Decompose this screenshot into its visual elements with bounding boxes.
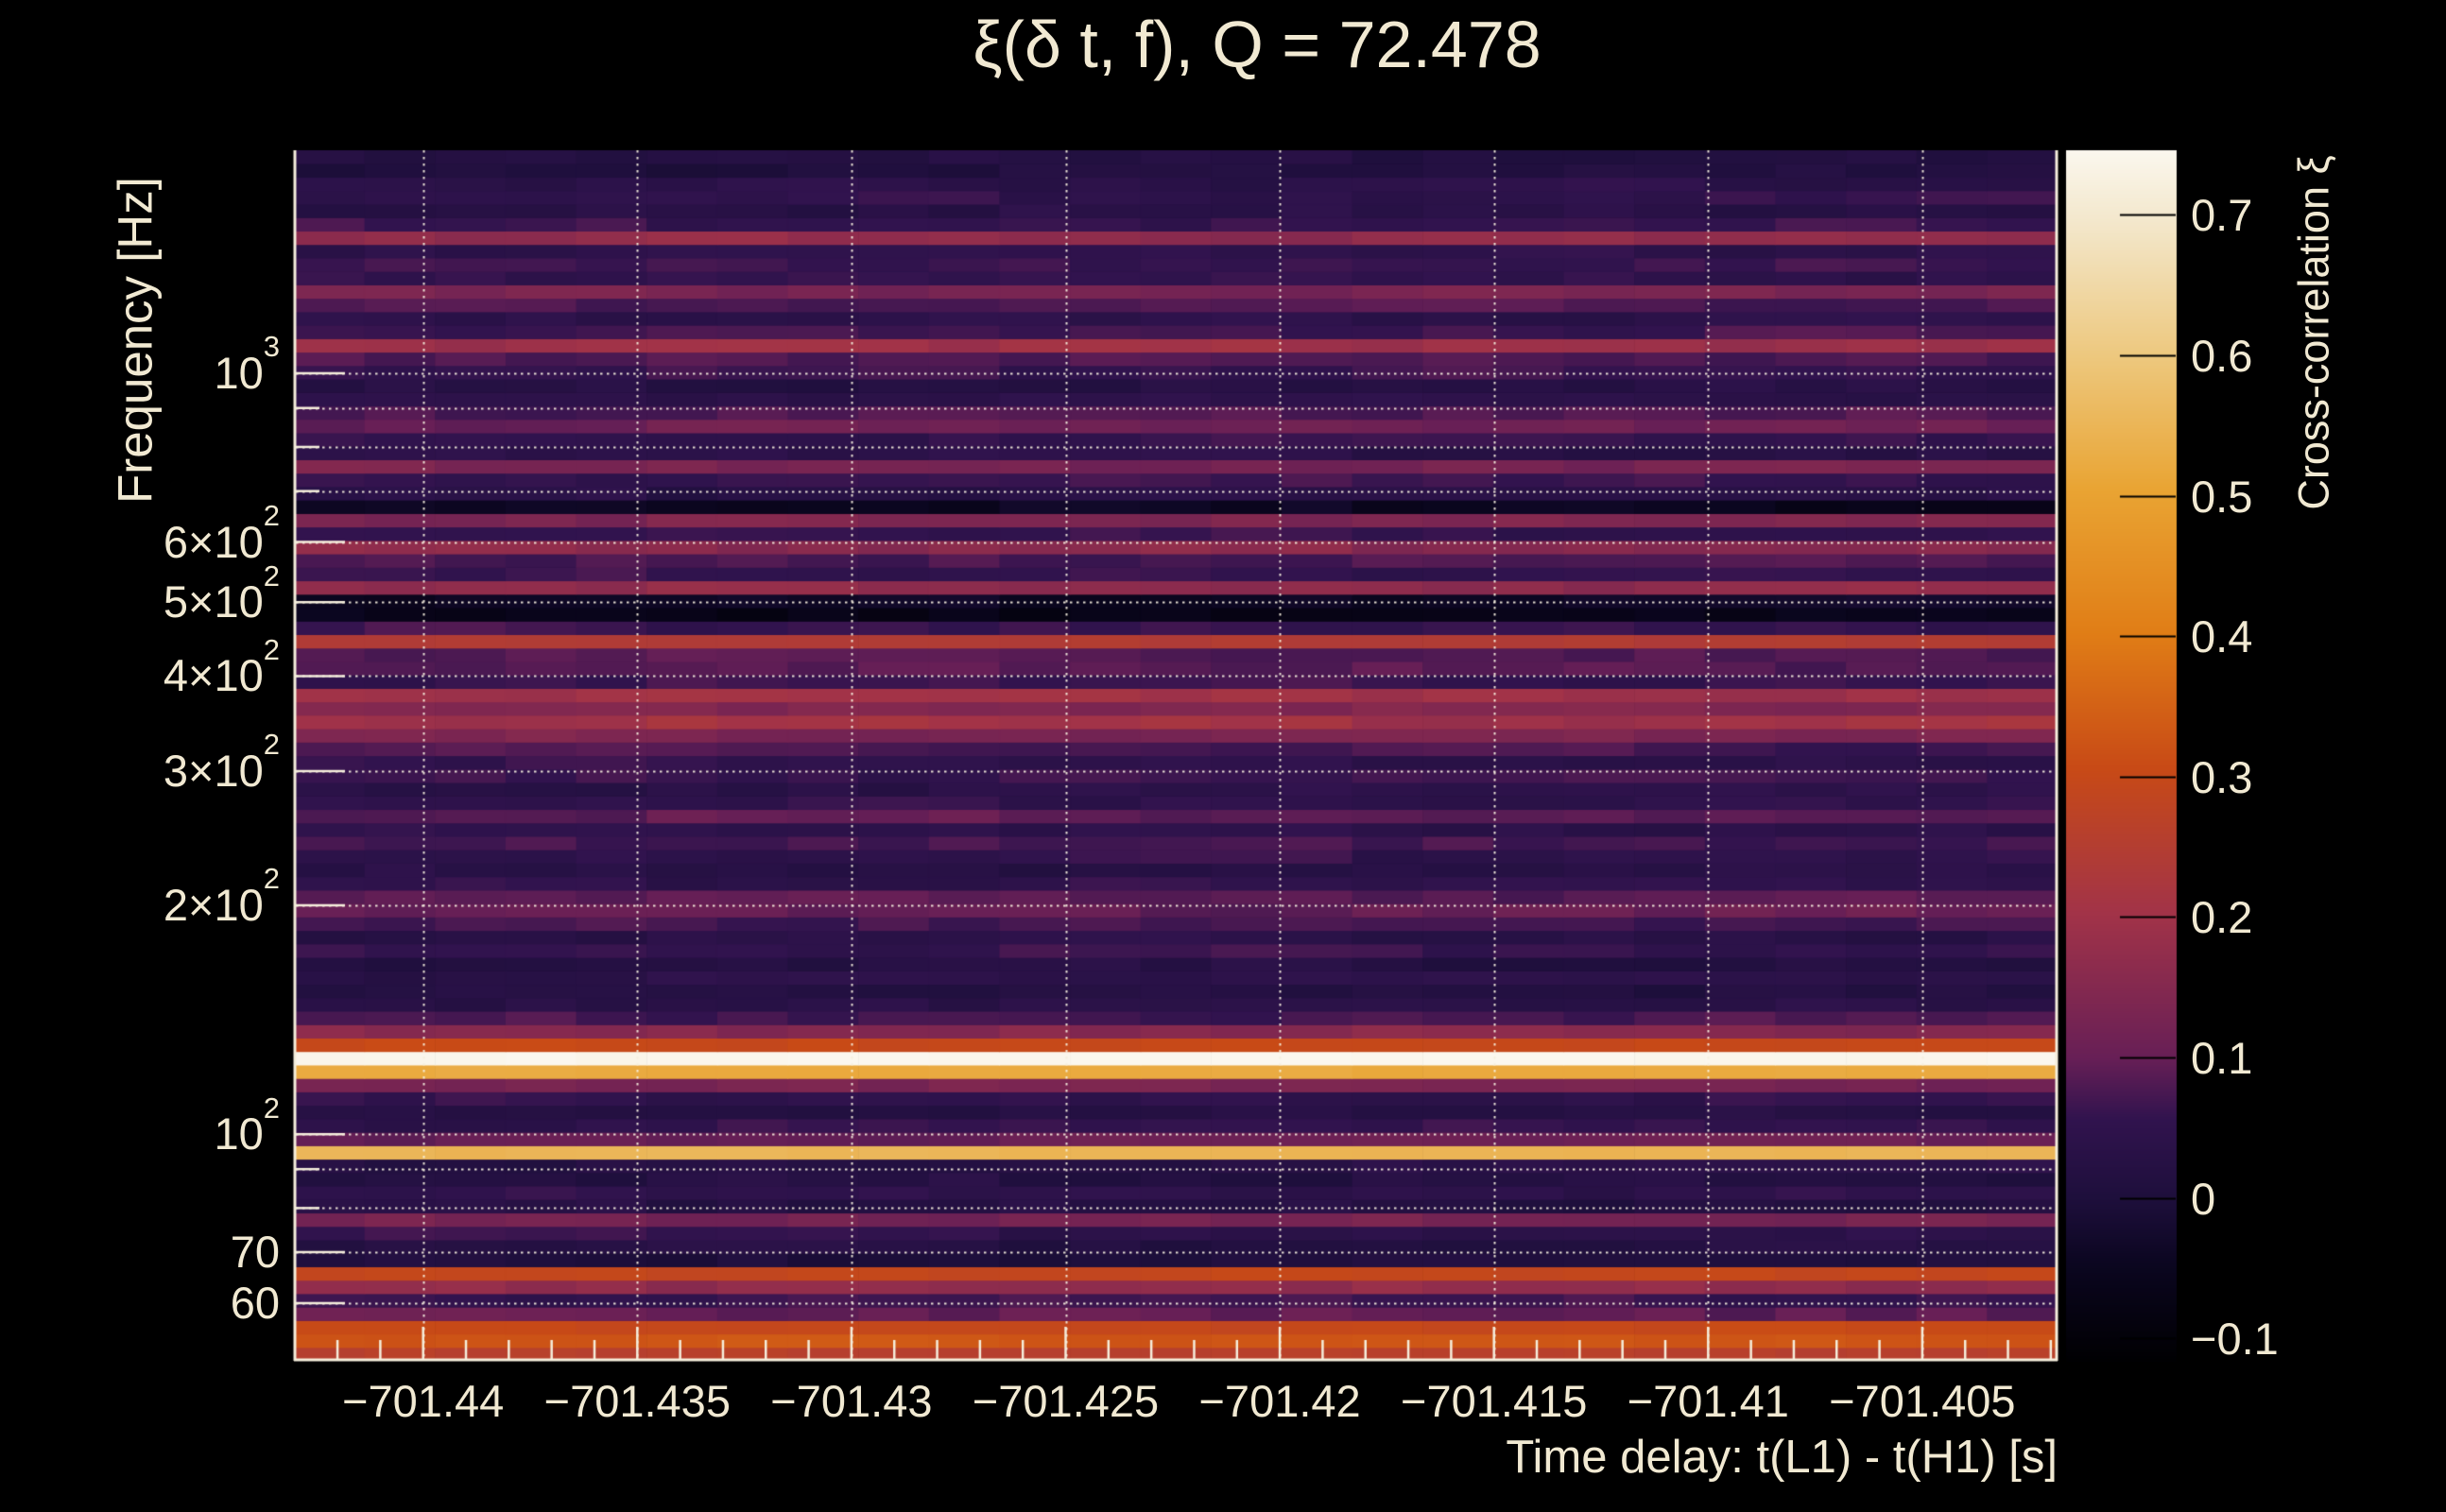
x-tick-label: −701.405 [1829,1376,2016,1426]
y-tick-label: 103 [214,330,280,398]
x-tick-label: −701.41 [1627,1376,1789,1426]
x-tick-label: −701.44 [342,1376,505,1426]
colorbar-tick-label: 0.2 [2191,892,2253,943]
colorbar-tick-label: 0.5 [2191,471,2253,522]
y-tick-label: 4×102 [163,632,280,701]
y-axis-title: Frequency [Hz] [108,177,163,504]
y-tick-label: 60 [230,1278,280,1328]
y-tick-label: 102 [214,1091,280,1160]
x-tick-label: −701.425 [972,1376,1160,1426]
x-tick-label: −701.435 [543,1376,731,1426]
chart-title: ξ(δ t, f), Q = 72.478 [973,8,1542,81]
colorbar-tick-label: −0.1 [2191,1314,2279,1365]
y-tick-label: 5×102 [163,558,280,627]
colorbar-tick-label: 0.3 [2191,751,2253,802]
colorbar-tick-label: 0 [2191,1173,2216,1224]
colorbar-tick-label: 0.1 [2191,1033,2253,1083]
colorbar-title: Cross-correlation ξ [2289,155,2338,510]
x-tick-label: −701.415 [1401,1376,1588,1426]
y-tick-label: 6×102 [163,498,280,567]
y-tick-label: 2×102 [163,862,280,930]
y-tick-label: 70 [230,1227,280,1278]
x-axis-title: Time delay: t(L1) - t(H1) [s] [1506,1432,2058,1483]
colorbar-tick-label: 0.4 [2191,611,2253,662]
colorbar-tick-label: 0.6 [2191,330,2253,381]
colorbar-tick-label: 0.7 [2191,190,2253,241]
x-tick-label: −701.42 [1198,1376,1361,1426]
x-tick-label: −701.43 [770,1376,933,1426]
y-tick-label: 3×102 [163,728,280,797]
